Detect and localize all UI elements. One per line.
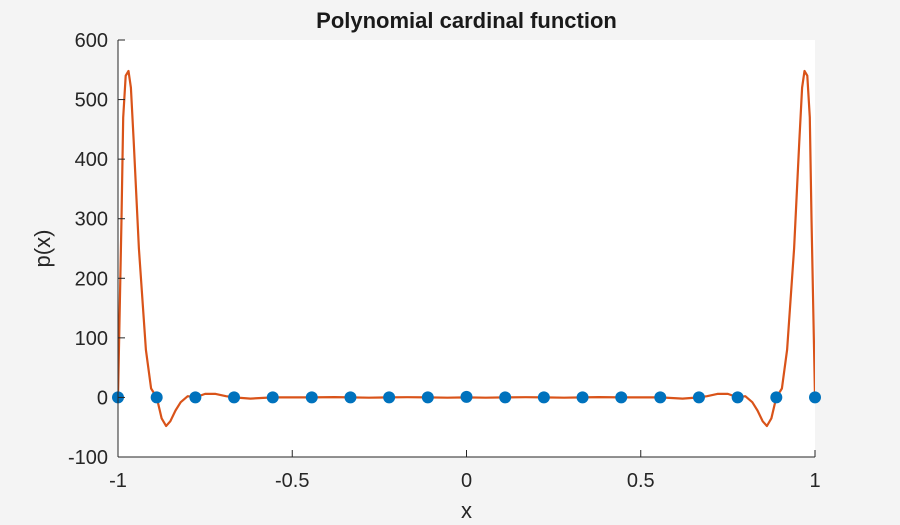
data-point bbox=[150, 391, 163, 404]
chart-title: Polynomial cardinal function bbox=[316, 8, 617, 33]
y-tick-label: 400 bbox=[75, 149, 108, 171]
data-point bbox=[266, 391, 279, 404]
data-point bbox=[460, 390, 473, 403]
data-point bbox=[576, 391, 589, 404]
data-point bbox=[770, 391, 783, 404]
data-point bbox=[189, 391, 202, 404]
x-tick-label: 0.5 bbox=[627, 470, 655, 492]
data-point bbox=[421, 391, 434, 404]
data-point bbox=[615, 391, 628, 404]
y-axis-label: p(x) bbox=[30, 230, 55, 268]
data-point bbox=[383, 391, 396, 404]
data-point bbox=[692, 391, 705, 404]
data-point bbox=[344, 391, 357, 404]
x-tick-label: 0 bbox=[461, 470, 472, 492]
data-point bbox=[537, 391, 550, 404]
data-point bbox=[499, 391, 512, 404]
data-point bbox=[228, 391, 241, 404]
y-tick-label: 200 bbox=[75, 268, 108, 290]
data-point bbox=[654, 391, 667, 404]
y-tick-label: 0 bbox=[97, 387, 108, 409]
y-tick-label: 300 bbox=[75, 209, 108, 231]
x-tick-label: -0.5 bbox=[275, 470, 309, 492]
x-tick-label: -1 bbox=[109, 470, 127, 492]
y-tick-label: -100 bbox=[68, 447, 108, 469]
y-tick-label: 600 bbox=[75, 30, 108, 52]
y-tick-label: 500 bbox=[75, 90, 108, 112]
plot-area bbox=[118, 40, 815, 457]
x-axis-label: x bbox=[461, 498, 472, 523]
data-point bbox=[809, 391, 821, 404]
data-point bbox=[731, 391, 744, 404]
x-tick-label: 1 bbox=[809, 470, 820, 492]
y-tick-label: 100 bbox=[75, 328, 108, 350]
data-point bbox=[305, 391, 318, 404]
